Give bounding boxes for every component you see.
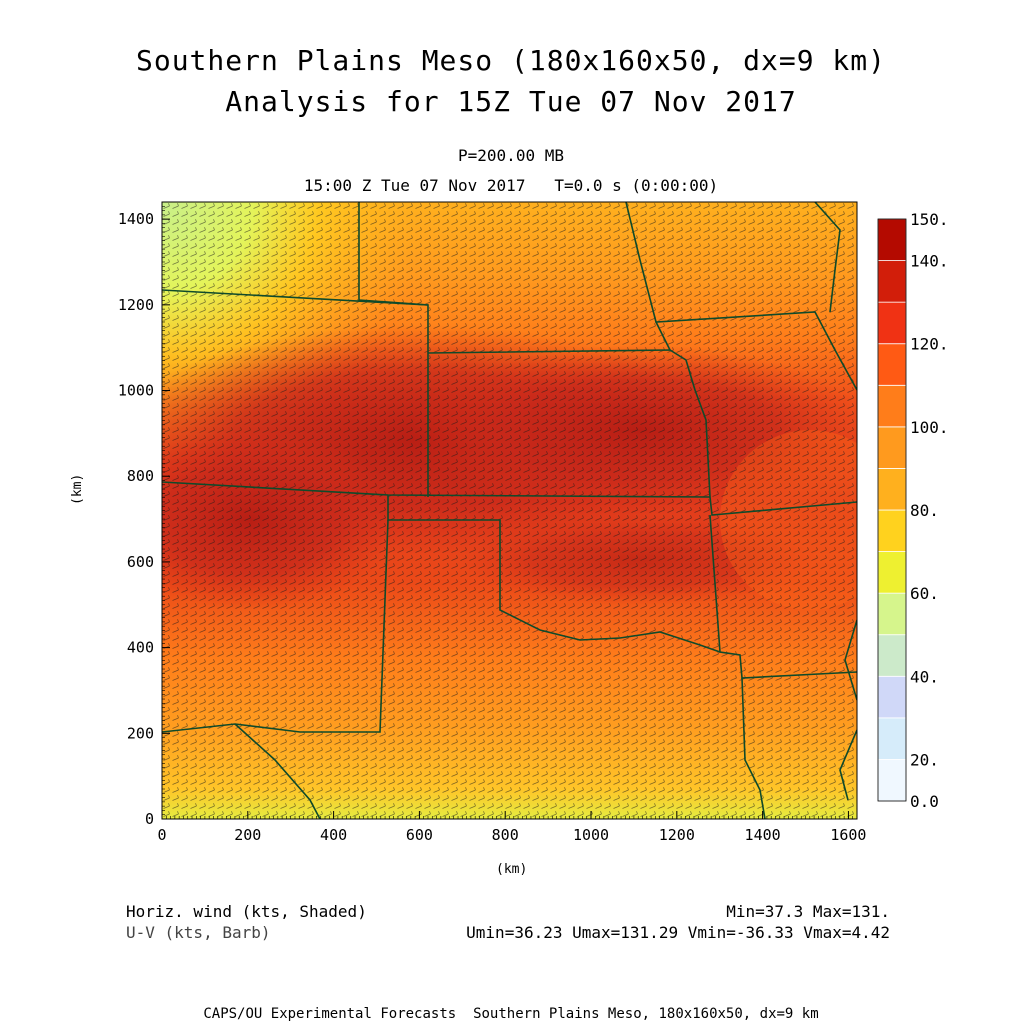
colorbar-swatch [877, 592, 907, 636]
colorbar-swatch [877, 468, 907, 511]
colorbar-swatch [877, 759, 907, 802]
y-tick-label: 1200 [118, 296, 154, 314]
chart-title: Southern Plains Meso (180x160x50, dx=9 k… [135, 44, 886, 77]
wind-barbs [162, 202, 857, 819]
state-boundaries [162, 202, 857, 819]
y-tick-label: 1000 [118, 382, 154, 400]
x-axis: 0 200 400 600 800 1000 1200 1400 1600 [157, 811, 866, 844]
colorbar-swatch [877, 634, 907, 677]
colorbar-label: 20. [910, 750, 939, 769]
colorbar-frame [877, 218, 907, 802]
wind-shading [162, 202, 857, 819]
y-tick-label: 1400 [118, 210, 154, 228]
shaded-field-label: Horiz. wind (kts, Shaded) [126, 902, 367, 921]
x-axis-label: (km) [496, 862, 528, 877]
colorbar-label: 40. [910, 667, 939, 686]
x-tick-label: 1200 [659, 826, 695, 844]
colorbar-label: 150. [910, 210, 949, 229]
pressure-level: P=200.00 MB [458, 146, 564, 165]
valid-time: 15:00 Z Tue 07 Nov 2017 T=0.0 s (0:00:00… [303, 176, 719, 195]
colorbar-label: 0.0 [910, 792, 939, 811]
colorbar-swatch [877, 426, 907, 469]
colorbar-swatch [877, 343, 907, 386]
chart-subtitle: Analysis for 15Z Tue 07 Nov 2017 [225, 85, 797, 118]
y-tick-label: 600 [127, 553, 154, 571]
y-tick-label: 400 [127, 639, 154, 657]
colorbar-swatch [877, 260, 907, 303]
y-axis: 0 200 400 600 800 1000 1200 1400 [118, 201, 170, 828]
colorbar-swatch [877, 301, 907, 345]
x-tick-label: 1600 [830, 826, 866, 844]
x-tick-label: 800 [492, 826, 519, 844]
colorbar-swatch [877, 551, 907, 594]
x-tick-label: 0 [157, 826, 166, 844]
colorbar-label: 60. [910, 584, 939, 603]
colorbar: 150. 140. 120. 100. 80. 60. 40. 20. 0.0 [877, 210, 949, 811]
x-tick-label: 1400 [745, 826, 781, 844]
y-tick-label: 800 [127, 467, 154, 485]
colorbar-swatch [877, 218, 907, 261]
colorbar-label: 140. [910, 252, 949, 271]
y-tick-label: 200 [127, 724, 154, 742]
x-tick-label: 200 [234, 826, 261, 844]
y-tick-label: 0 [145, 810, 154, 828]
footer-credit: CAPS/OU Experimental Forecasts Southern … [203, 1006, 819, 1022]
colorbar-swatch [877, 509, 907, 552]
colorbar-swatch [877, 384, 907, 428]
x-tick-label: 1000 [573, 826, 609, 844]
min-max-readout: Min=37.3 Max=131. [726, 902, 890, 921]
colorbar-label: 80. [910, 501, 939, 520]
y-axis-label: (km) [70, 473, 85, 505]
colorbar-swatch [877, 675, 907, 719]
x-tick-label: 600 [406, 826, 433, 844]
colorbar-swatch [877, 717, 907, 760]
x-tick-label: 400 [320, 826, 347, 844]
colorbar-label: 100. [910, 418, 949, 437]
barb-field-label: U-V (kts, Barb) [126, 923, 271, 942]
uv-readout: Umin=36.23 Umax=131.29 Vmin=-36.33 Vmax=… [466, 923, 890, 942]
colorbar-label: 120. [910, 335, 949, 354]
